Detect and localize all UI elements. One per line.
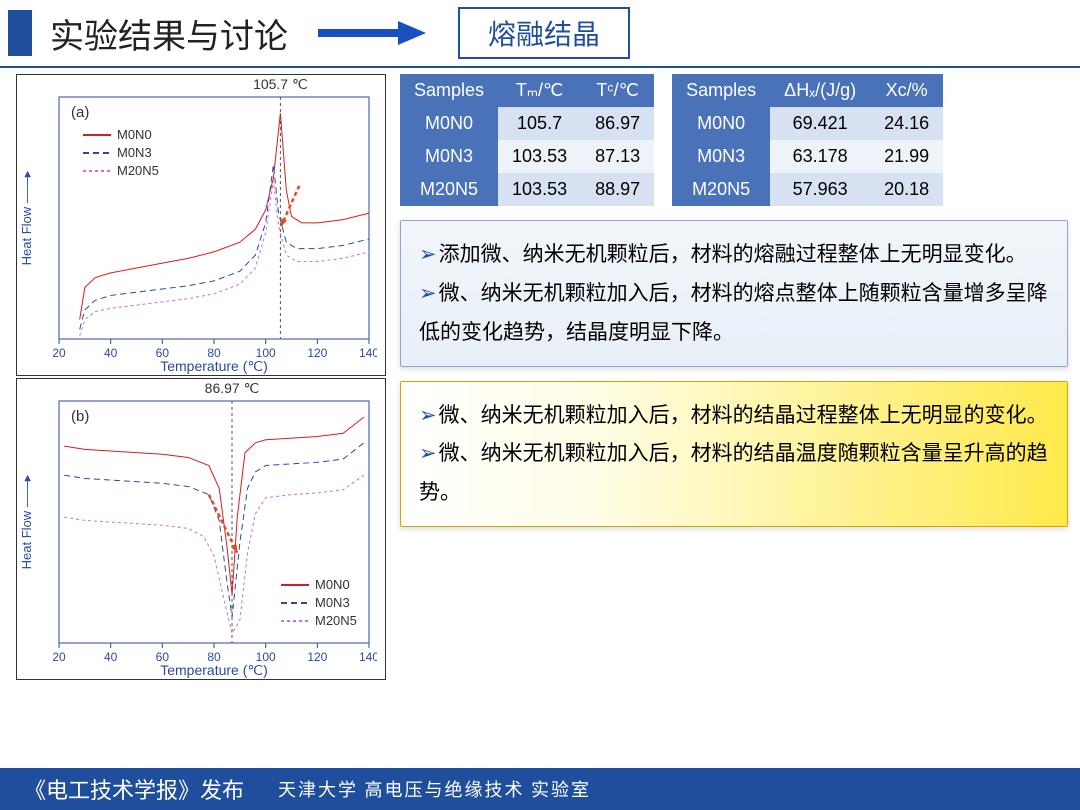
thermal-table-2: SamplesΔHₓ/(J/g)Xc/% M0N069.42124.16 M0N36…: [672, 74, 943, 206]
svg-text:M20N5: M20N5: [315, 613, 357, 628]
table-header: Samples: [672, 74, 770, 107]
note-line: ➢微、纳米无机颗粒加入后，材料的结晶温度随颗粒含量呈升高的趋势。: [419, 434, 1049, 512]
svg-text:140: 140: [359, 346, 377, 360]
svg-text:Temperature (℃): Temperature (℃): [160, 358, 268, 374]
table-cell: 24.16: [870, 107, 943, 140]
footer-bar: 《电工技术学报》发布 天津大学 高电压与绝缘技术 实验室: [0, 768, 1080, 810]
chart-top-label: 105.7 ℃: [253, 76, 308, 92]
table-cell: 69.421: [770, 107, 870, 140]
chart-top-label: 86.97 ℃: [205, 380, 260, 396]
section-badge: 熔融结晶: [458, 7, 630, 59]
svg-text:40: 40: [104, 346, 118, 360]
note-line: ➢添加微、纳米无机颗粒后，材料的熔融过程整体上无明显变化。: [419, 235, 1049, 274]
accent-block: [8, 10, 32, 56]
table-cell: 103.53: [498, 173, 581, 206]
table-cell: 103.53: [498, 140, 581, 173]
table-row-name: M0N3: [400, 140, 498, 173]
svg-text:M0N0: M0N0: [117, 127, 152, 142]
svg-text:M20N5: M20N5: [117, 163, 159, 178]
svg-text:20: 20: [52, 346, 66, 360]
chart-b-wrap: 86.97 ℃20406080100120140(b)M0N0M0N3M20N5…: [16, 378, 386, 680]
header-bar: 实验结果与讨论 熔融结晶: [0, 0, 1080, 68]
table-row-name: M0N0: [672, 107, 770, 140]
table-row-name: M0N0: [400, 107, 498, 140]
table-cell: 57.963: [770, 173, 870, 206]
page-title: 实验结果与讨论: [50, 9, 288, 58]
svg-text:(a): (a): [71, 104, 89, 121]
table-cell: 105.7: [498, 107, 581, 140]
svg-text:120: 120: [307, 650, 327, 664]
table-cell: 86.97: [581, 107, 654, 140]
chart-a-wrap: 105.7 ℃20406080100120140(a)M0N0M0N3M20N5…: [16, 74, 386, 376]
content-area: 105.7 ℃20406080100120140(a)M0N0M0N3M20N5…: [0, 68, 1080, 680]
svg-text:40: 40: [104, 650, 118, 664]
svg-text:(b): (b): [71, 408, 89, 425]
table-row-name: M20N5: [672, 173, 770, 206]
svg-text:Heat Flow ——▸: Heat Flow ——▸: [19, 474, 34, 569]
svg-text:M0N3: M0N3: [315, 595, 350, 610]
thermal-table-1: SamplesTₘ/℃Tᶜ/℃ M0N0105.786.97 M0N3103.538…: [400, 74, 654, 206]
svg-text:Temperature (℃): Temperature (℃): [160, 662, 268, 678]
series-M0N0: [64, 417, 364, 594]
svg-text:20: 20: [52, 650, 66, 664]
arrow-icon: [318, 19, 428, 47]
svg-text:Heat Flow ——▸: Heat Flow ——▸: [19, 170, 34, 265]
table-cell: 88.97: [581, 173, 654, 206]
table-row-name: M20N5: [400, 173, 498, 206]
right-column: SamplesTₘ/℃Tᶜ/℃M0N0105.786.97M0N3103.538…: [400, 74, 1068, 680]
svg-text:M0N3: M0N3: [117, 145, 152, 160]
table-header: ΔHₓ/(J/g): [770, 74, 870, 107]
svg-text:M0N0: M0N0: [315, 577, 350, 592]
table-header: Samples: [400, 74, 498, 107]
table-header: Tᶜ/℃: [581, 74, 654, 107]
table-cell: 21.99: [870, 140, 943, 173]
svg-text:120: 120: [307, 346, 327, 360]
table-cell: 87.13: [581, 140, 654, 173]
series-M20N5: [80, 181, 369, 336]
table-header: Tₘ/℃: [498, 74, 581, 107]
table-header: Xc/%: [870, 74, 943, 107]
svg-text:140: 140: [359, 650, 377, 664]
conclusion-box-2: ➢微、纳米无机颗粒加入后，材料的结晶过程整体上无明显的变化。➢微、纳米无机颗粒加…: [400, 381, 1068, 528]
chart-svg: 105.7 ℃20406080100120140(a)M0N0M0N3M20N5…: [17, 75, 377, 375]
note-line: ➢微、纳米无机颗粒加入后，材料的熔点整体上随颗粒含量增多呈降低的变化趋势，结晶度…: [419, 274, 1049, 352]
conclusion-box-1: ➢添加微、纳米无机颗粒后，材料的熔融过程整体上无明显变化。➢微、纳米无机颗粒加入…: [400, 220, 1068, 367]
note-line: ➢微、纳米无机颗粒加入后，材料的结晶过程整体上无明显的变化。: [419, 396, 1049, 435]
chart-svg: 86.97 ℃20406080100120140(b)M0N0M0N3M20N5…: [17, 379, 377, 679]
charts-column: 105.7 ℃20406080100120140(a)M0N0M0N3M20N5…: [16, 74, 386, 680]
tables-row: SamplesTₘ/℃Tᶜ/℃M0N0105.786.97M0N3103.538…: [400, 74, 1068, 206]
table-cell: 63.178: [770, 140, 870, 173]
footer-journal: 《电工技术学报》发布: [24, 773, 244, 805]
table-cell: 20.18: [870, 173, 943, 206]
series-M0N3: [80, 165, 369, 330]
table-row-name: M0N3: [672, 140, 770, 173]
footer-lab: 天津大学 高电压与绝缘技术 实验室: [278, 776, 591, 802]
